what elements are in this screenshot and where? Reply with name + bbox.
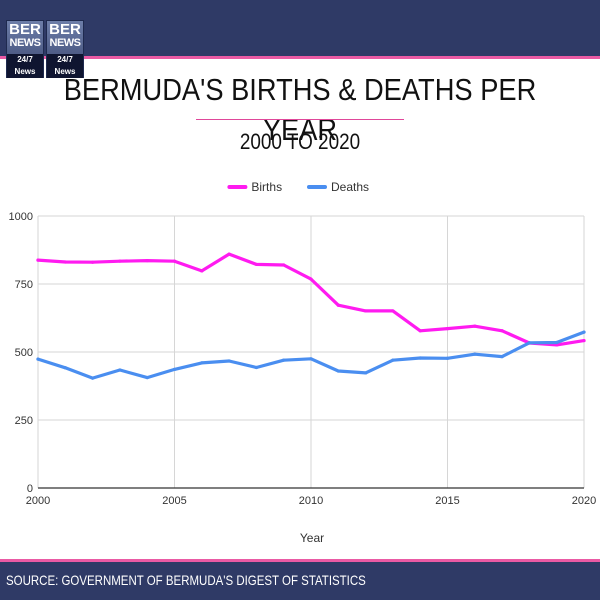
legend: Births Deaths: [227, 180, 369, 194]
logo-tagline: 24/7 News: [7, 54, 43, 78]
births-data-point: [391, 309, 395, 313]
deaths-data-point: [364, 371, 368, 375]
births-data-point: [145, 259, 149, 263]
x-tick-label: 2010: [299, 495, 323, 507]
top-banner: [0, 0, 600, 56]
deaths-data-point: [527, 341, 532, 345]
deaths-data-point: [172, 367, 177, 372]
births-data-point: [555, 343, 559, 347]
x-tick-label: 2000: [26, 495, 50, 507]
births-data-point: [227, 252, 231, 256]
bottom-accent-line: [0, 559, 600, 562]
series-lines: [36, 252, 586, 380]
births-legend-label: Births: [251, 180, 282, 194]
deaths-data-point: [418, 356, 422, 360]
births-data-point: [172, 259, 177, 263]
deaths-data-point: [282, 358, 286, 362]
deaths-data-point: [91, 376, 95, 380]
deaths-data-point: [254, 365, 258, 370]
logo-block-left: BER NEWS 24/7 News: [6, 20, 44, 78]
deaths-data-point: [200, 361, 204, 365]
deaths-data-point: [445, 356, 450, 360]
y-tick-label: 0: [27, 483, 33, 495]
births-data-point: [309, 277, 313, 281]
births-data-point: [200, 269, 204, 273]
top-accent-line: [0, 56, 600, 59]
bernews-logo: BER NEWS 24/7 News BER NEWS 24/7 News: [6, 20, 86, 78]
births-data-point: [500, 329, 504, 333]
births-data-point: [473, 324, 477, 328]
x-tick-label: 2015: [435, 495, 459, 507]
deaths-data-point: [309, 357, 313, 361]
x-tick-label: 2020: [572, 495, 596, 507]
births-data-point: [418, 329, 422, 333]
chart-title: BERMUDA'S BIRTHS & DEATHS PER YEAR: [63, 72, 537, 147]
y-tick-label: 1000: [9, 211, 33, 223]
births-data-point: [364, 309, 368, 313]
logo-ber-text: BER: [9, 21, 41, 38]
logo-block-right: BER NEWS 24/7 News: [46, 20, 84, 78]
deaths-data-point: [500, 355, 504, 359]
deaths-legend-label: Deaths: [331, 180, 369, 194]
source-credit: SOURCE: GOVERNMENT OF BERMUDA'S DIGEST O…: [6, 572, 366, 588]
logo-news-text: NEWS: [9, 37, 42, 49]
logo-tagline: 24/7 News: [47, 54, 83, 78]
births-data-point: [36, 258, 40, 262]
logo-news-text: NEWS: [49, 37, 82, 49]
grid-lines: [37, 215, 585, 488]
y-tick-label: 750: [15, 279, 33, 291]
deaths-data-point: [36, 357, 40, 361]
deaths-data-point: [473, 352, 477, 356]
births-data-point: [336, 303, 340, 307]
deaths-data-point: [145, 375, 149, 380]
chart-subtitle: 2000 TO 2020: [239, 129, 361, 154]
x-tick-label: 2005: [162, 495, 186, 507]
deaths-data-point: [63, 366, 67, 370]
y-tick-label: 500: [15, 347, 33, 359]
x-axis-title: Year: [300, 531, 324, 545]
title-divider: [196, 119, 404, 120]
deaths-data-point: [391, 358, 395, 362]
line-chart: 0 250 500 750 1000 2000 2005 2010 2015 2020 Birth…: [9, 180, 597, 545]
births-data-point: [254, 262, 258, 267]
deaths-data-point: [336, 369, 340, 373]
births-data-point: [118, 259, 122, 263]
births-data-point: [63, 260, 67, 264]
deaths-data-point: [582, 330, 586, 334]
tick-labels: 0 250 500 750 1000 2000 2005 2010 2015 2020: [9, 211, 597, 507]
deaths-data-point: [227, 359, 231, 363]
births-data-point: [282, 263, 286, 267]
y-tick-label: 250: [15, 415, 33, 427]
births-data-point: [582, 338, 586, 343]
bottom-banner: [0, 562, 600, 600]
births-data-point: [91, 260, 95, 264]
deaths-data-point: [555, 340, 559, 345]
logo-ber-text: BER: [49, 21, 81, 38]
deaths-data-point: [118, 368, 122, 372]
births-data-point: [445, 327, 450, 331]
